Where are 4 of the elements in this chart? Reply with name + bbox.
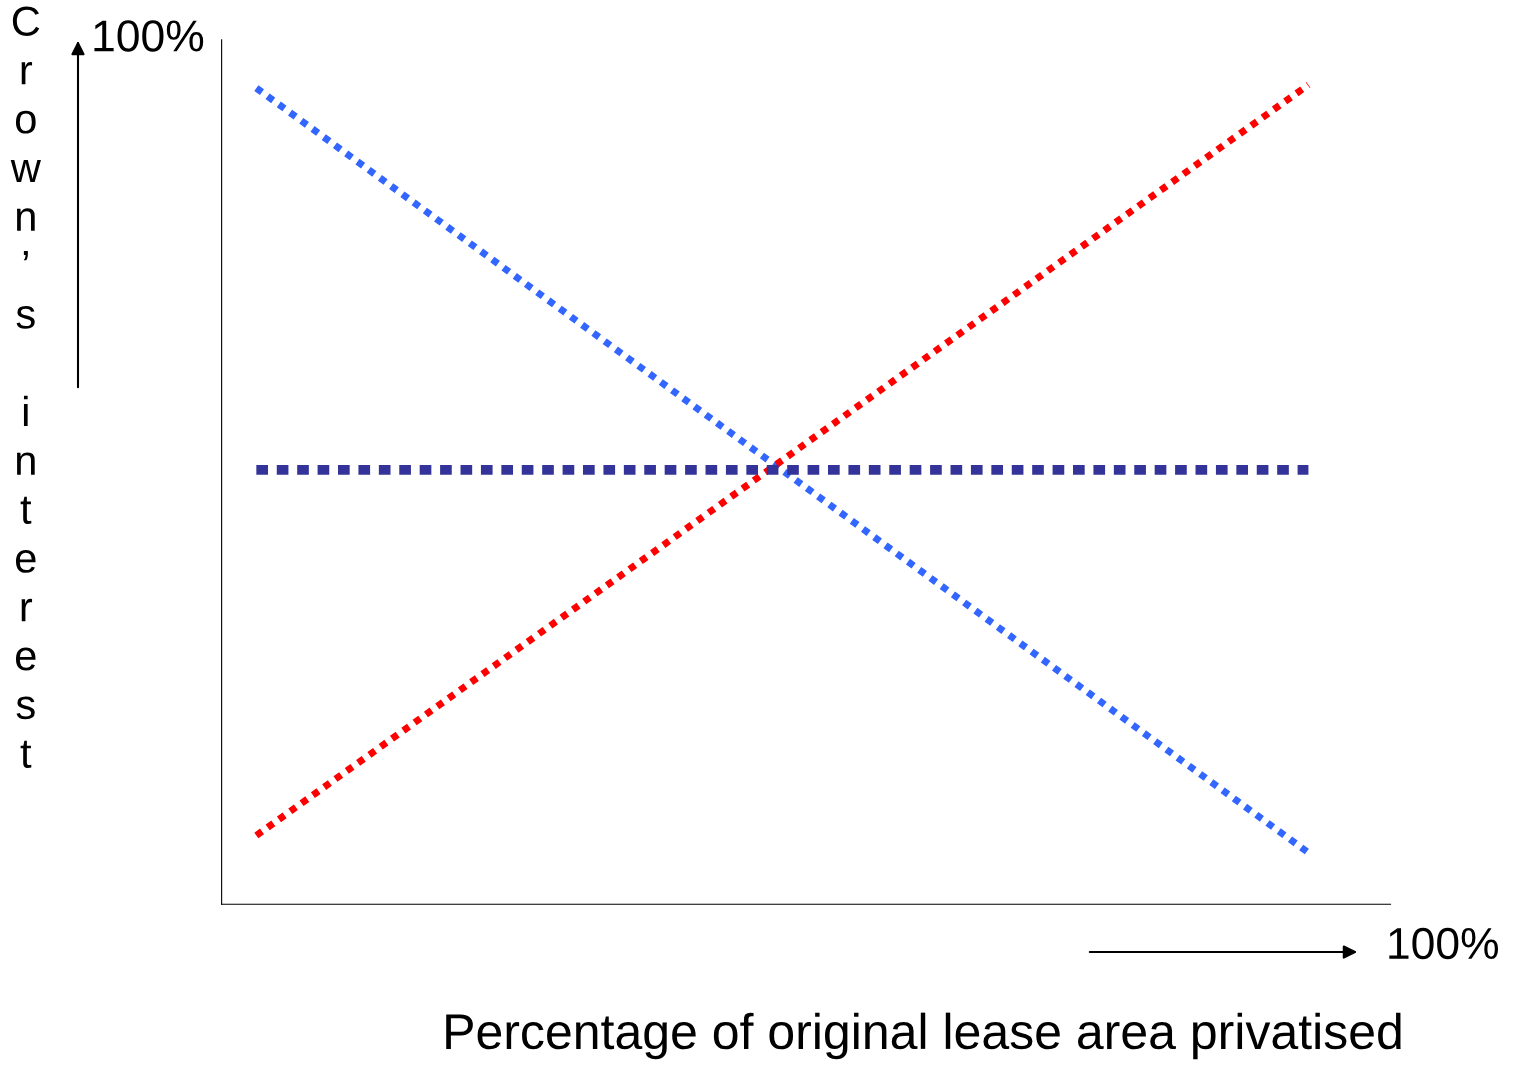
text: 100% bbox=[94, 20, 204, 52]
x-axis-title: Percentage of original lease area privatised bbox=[446, 1012, 1401, 1060]
text: Crown’s interest bbox=[10, 6, 41, 768]
text: 100% bbox=[1389, 927, 1499, 960]
